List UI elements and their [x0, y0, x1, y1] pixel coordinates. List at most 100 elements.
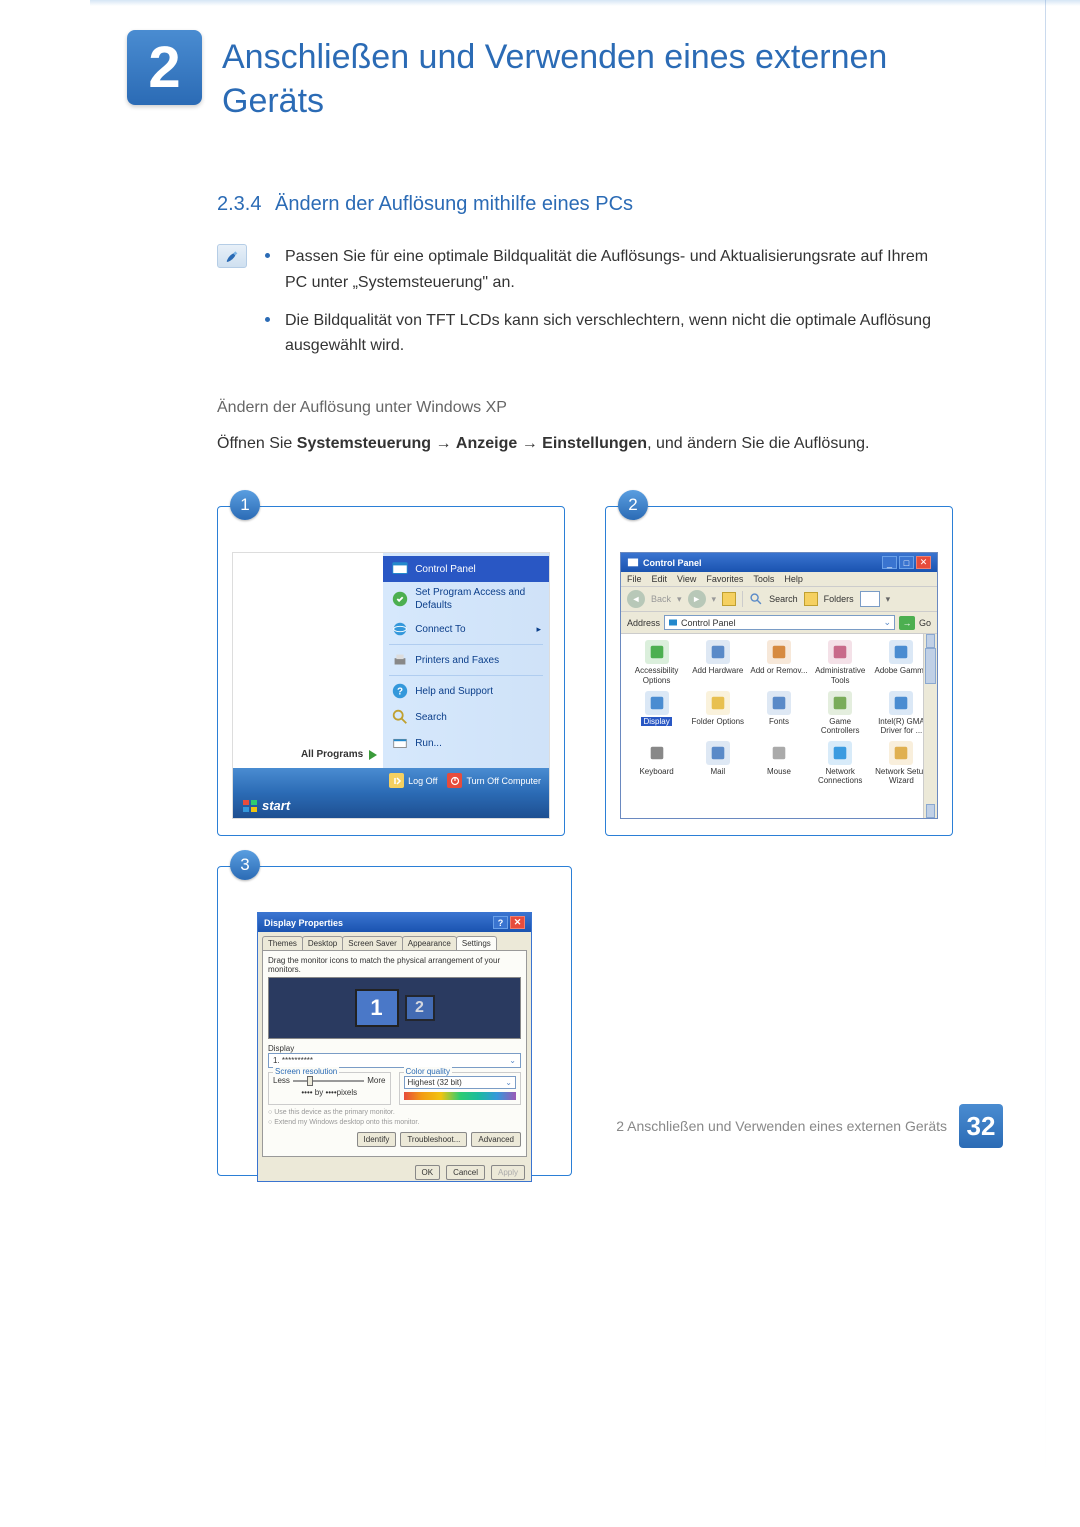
panel-buttons: Identify Troubleshoot... Advanced [268, 1132, 521, 1147]
icon-label: Fonts [769, 717, 789, 726]
dialog-titlebar: Display Properties ? ✕ [258, 913, 531, 932]
forward-button[interactable]: ► [688, 590, 706, 608]
titlebar: Control Panel _ □ ✕ [621, 553, 937, 572]
control-panel-icon [627, 557, 639, 569]
scrollbar[interactable] [923, 634, 937, 818]
back-button[interactable]: ◄ [627, 590, 645, 608]
address-bar: Address Control Panel⌄ → Go [621, 612, 937, 634]
troubleshoot-button[interactable]: Troubleshoot... [400, 1132, 467, 1147]
search-label: Search [415, 711, 447, 724]
advanced-button[interactable]: Advanced [471, 1132, 521, 1147]
control-panel-icon [391, 560, 409, 578]
start-menu-item-printers[interactable]: Printers and Faxes [383, 647, 549, 673]
start-menu-item-run[interactable]: Run... [383, 730, 549, 756]
menu-favorites[interactable]: Favorites [706, 574, 743, 584]
slider-thumb[interactable] [307, 1076, 313, 1086]
add-remove-item[interactable]: Add or Remov... [749, 640, 808, 684]
menu-file[interactable]: File [627, 574, 642, 584]
mail-item[interactable]: Mail [688, 741, 747, 785]
dialog-buttons: OK Cancel Apply [258, 1161, 531, 1184]
control-panel-window: Control Panel _ □ ✕ File Edit View Favor… [620, 552, 938, 819]
identify-button[interactable]: Identify [357, 1132, 397, 1147]
display-item[interactable]: Display [627, 691, 686, 735]
mouse-item[interactable]: Mouse [749, 741, 808, 785]
network-connections-item[interactable]: Network Connections [811, 741, 870, 785]
start-menu-item-connect[interactable]: Connect To ▸ [383, 616, 549, 642]
accessibility-item[interactable]: Accessibility Options [627, 640, 686, 684]
address-input[interactable]: Control Panel⌄ [664, 615, 895, 630]
extend-desktop-check[interactable]: ○ Extend my Windows desktop onto this mo… [268, 1118, 521, 1128]
start-button[interactable]: start [233, 793, 549, 818]
screenshot-2: 2 Control Panel _ □ ✕ File Edit View [605, 506, 953, 836]
menu-tools[interactable]: Tools [753, 574, 774, 584]
address-label: Address [627, 618, 660, 628]
icon-label: Folder Options [692, 717, 744, 726]
monitor-arrange-area[interactable]: 1 2 [268, 977, 521, 1039]
start-menu-item-search[interactable]: Search [383, 704, 549, 730]
display-dropdown[interactable]: 1. ********** ⌄ [268, 1053, 521, 1068]
menu-help[interactable]: Help [784, 574, 803, 584]
monitor-2[interactable]: 2 [405, 995, 435, 1021]
game-controllers-item[interactable]: Game Controllers [811, 691, 870, 735]
apply-button[interactable]: Apply [491, 1165, 525, 1180]
shutdown-icon [447, 773, 462, 788]
start-menu-item-help[interactable]: ? Help and Support [383, 678, 549, 704]
network-setup-icon [889, 741, 913, 765]
cancel-button[interactable]: Cancel [446, 1165, 485, 1180]
scrollbar-thumb[interactable] [925, 648, 936, 684]
menu-edit[interactable]: Edit [652, 574, 668, 584]
keyboard-item[interactable]: Keyboard [627, 741, 686, 785]
folder-options-icon [706, 691, 730, 715]
subheading: Ändern der Auflösung unter Windows XP [217, 399, 953, 417]
admin-tools-item[interactable]: Administrative Tools [811, 640, 870, 684]
window-buttons: _ □ ✕ [882, 556, 931, 569]
folders-label[interactable]: Folders [824, 594, 854, 604]
fonts-item[interactable]: Fonts [749, 691, 808, 735]
all-programs-item[interactable]: All Programs [239, 745, 377, 764]
cq-group-label: Color quality [404, 1067, 452, 1076]
menu-divider [389, 675, 543, 676]
page-footer: 2 Anschließen und Verwenden eines extern… [616, 1104, 1003, 1148]
tab-desktop[interactable]: Desktop [302, 936, 343, 950]
icon-label: Administrative Tools [811, 666, 870, 684]
logoff-button[interactable]: Log Off [389, 773, 437, 788]
start-menu-item-control-panel[interactable]: Control Panel [383, 556, 549, 582]
tab-screensaver[interactable]: Screen Saver [342, 936, 402, 950]
folder-options-item[interactable]: Folder Options [688, 691, 747, 735]
start-menu-item-program-access[interactable]: Set Program Access and Defaults [383, 582, 549, 616]
tab-settings[interactable]: Settings [456, 936, 497, 950]
color-quality-dropdown[interactable]: Highest (32 bit) ⌄ [404, 1076, 517, 1089]
up-folder-icon[interactable] [722, 592, 736, 606]
path-sys: Systemsteuerung [297, 435, 431, 452]
close-button[interactable]: ✕ [510, 916, 525, 929]
primary-monitor-check[interactable]: ○ Use this device as the primary monitor… [268, 1108, 521, 1118]
monitor-1[interactable]: 1 [355, 989, 399, 1027]
tab-appearance[interactable]: Appearance [402, 936, 457, 950]
mail-icon [706, 741, 730, 765]
help-button[interactable]: ? [493, 916, 508, 929]
page-number: 32 [959, 1104, 1003, 1148]
tab-themes[interactable]: Themes [262, 936, 303, 950]
help-label: Help and Support [415, 685, 493, 698]
start-menu-left: All Programs [233, 553, 383, 768]
resolution-slider[interactable]: Less More [273, 1076, 386, 1085]
search-label[interactable]: Search [769, 594, 798, 604]
go-button[interactable]: → [899, 616, 915, 630]
add-hardware-item[interactable]: Add Hardware [688, 640, 747, 684]
view-button[interactable] [860, 591, 880, 607]
maximize-button[interactable]: □ [899, 556, 914, 569]
close-button[interactable]: ✕ [916, 556, 931, 569]
chapter-header: 2 Anschließen und Verwenden eines extern… [37, 20, 1043, 123]
menu-view[interactable]: View [677, 574, 696, 584]
ok-button[interactable]: OK [415, 1165, 441, 1180]
shutdown-button[interactable]: Turn Off Computer [447, 773, 541, 788]
logoff-icon [389, 773, 404, 788]
display-label: Display [268, 1044, 521, 1053]
control-panel-icon [668, 618, 678, 628]
icon-label: Add or Remov... [750, 666, 807, 675]
minimize-button[interactable]: _ [882, 556, 897, 569]
arrow-2: → [517, 435, 542, 452]
footer-text: 2 Anschließen und Verwenden eines extern… [616, 1118, 947, 1134]
res-group-label: Screen resolution [273, 1067, 339, 1076]
screenshots-row-1: 1 All Programs Control Panel [217, 506, 953, 836]
